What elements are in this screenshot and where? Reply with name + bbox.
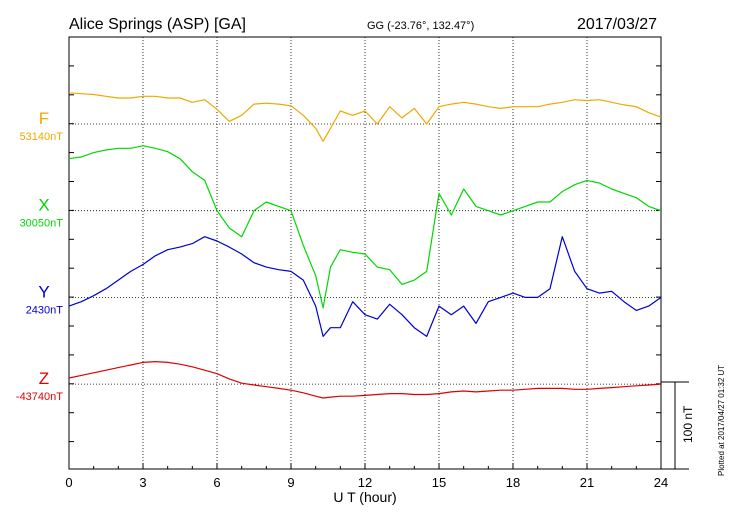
series-line-y [68,236,662,337]
x-axis-label: U T (hour) [333,489,396,505]
series-line-x [68,145,662,309]
grid [69,37,661,469]
series-baseline-x: 30050nT [20,218,64,230]
x-tick-label: 12 [358,475,372,490]
x-tick-label: 9 [287,475,294,490]
x-tick-label: 18 [506,475,520,490]
series-baseline-y: 2430nT [26,304,64,316]
series-baseline-z: -43740nT [16,391,63,403]
x-tick-label: 15 [432,475,446,490]
date-label: 2017/03/27 [577,16,657,33]
x-tick-label: 6 [213,475,220,490]
axis-ticks [68,65,662,469]
series-baseline-f: 53140nT [20,131,64,143]
series-lines [68,92,662,399]
series-labels: F 53140nT X 30050nT Y 2430nT Z -43740nT [16,109,63,403]
series-name-f: F [39,109,49,128]
series-name-x: X [38,196,49,215]
series-name-z: Z [39,369,49,388]
x-tick-label: 3 [139,475,146,490]
x-tick-label: 24 [654,475,668,490]
series-name-y: Y [38,282,49,301]
coordinates-label: GG (-23.76°, 132.47°) [367,20,474,32]
plotted-note: Plotted at 2017/04/27 01:32 UT [717,365,726,476]
x-tick-label: 21 [580,475,594,490]
x-tick-label: 0 [65,475,72,490]
series-line-f [68,92,662,142]
x-tick-labels: 0 3 6 9 12 15 18 21 24 [65,475,668,490]
station-title: Alice Springs (ASP) [GA] [69,16,246,33]
series-line-z [68,361,662,399]
scale-bar-label: 100 nT [681,405,695,443]
